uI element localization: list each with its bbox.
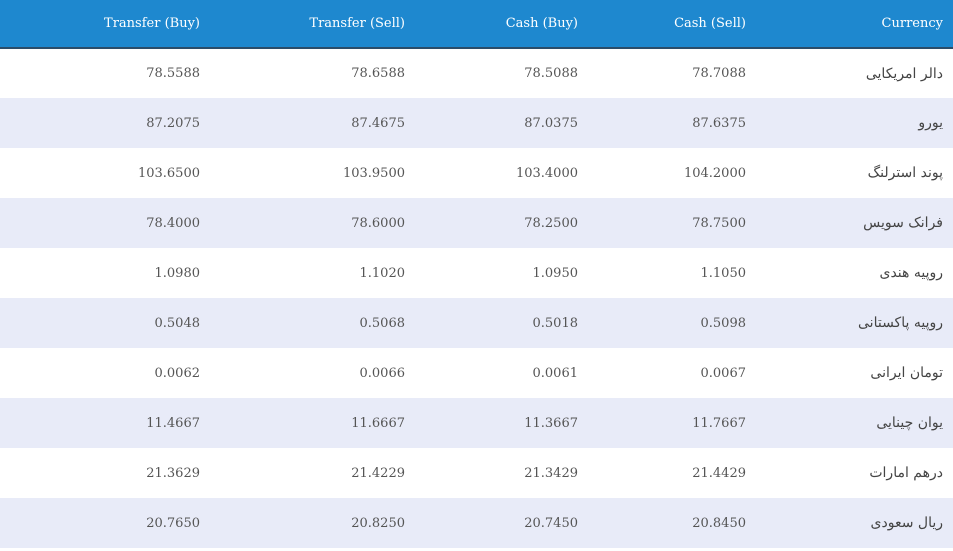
currency-name-cell: روپیه پاکستانی [858, 315, 943, 331]
cash-sell-cell: 0.5098 [700, 315, 747, 331]
header-cash-sell: Cash (Sell) [674, 16, 746, 31]
cash-sell-cell: 87.6375 [692, 115, 746, 131]
cash-sell-cell: 78.7088 [692, 66, 746, 81]
table-row: 0.0062 0.0066 0.0061 0.0067 تومان ایرانی [0, 348, 953, 398]
transfer-sell-cell: 21.4229 [351, 465, 405, 481]
table-row: 78.4000 78.6000 78.2500 78.7500 فرانک سو… [0, 198, 953, 248]
transfer-sell-cell: 20.8250 [351, 515, 405, 531]
header-row: Transfer (Buy) Transfer (Sell) Cash (Buy… [0, 0, 953, 48]
cash-buy-cell: 1.0950 [532, 265, 579, 281]
transfer-sell-cell: 11.6667 [351, 415, 405, 431]
currency-name-cell: روپیه هندی [879, 265, 943, 281]
transfer-sell-cell: 87.4675 [351, 115, 405, 131]
header-transfer-sell: Transfer (Sell) [309, 16, 405, 31]
transfer-sell-cell: 0.5068 [359, 315, 406, 331]
cash-sell-cell: 78.7500 [692, 215, 746, 231]
transfer-buy-cell: 103.6500 [137, 165, 200, 181]
cash-sell-cell: 20.8450 [692, 515, 746, 531]
transfer-buy-cell: 78.5588 [146, 66, 200, 81]
currency-name-cell: یوان چینایی [876, 415, 943, 431]
table-header: Transfer (Buy) Transfer (Sell) Cash (Buy… [0, 0, 953, 48]
currency-name-cell: یورو [918, 115, 943, 131]
table-row: 78.5588 78.6588 78.5088 78.7088 دالر امر… [0, 48, 953, 98]
header-cash-buy: Cash (Buy) [505, 16, 578, 31]
table-row: 1.0980 1.1020 1.0950 1.1050 روپیه هندی [0, 248, 953, 298]
cash-sell-cell: 0.0067 [700, 365, 747, 381]
cash-buy-cell: 0.0061 [532, 365, 579, 381]
cash-sell-cell: 11.7667 [692, 415, 746, 431]
table-row: 20.7650 20.8250 20.7450 20.8450 ریال سعو… [0, 498, 953, 548]
transfer-buy-cell: 1.0980 [154, 265, 201, 281]
header-currency: Currency [881, 16, 943, 31]
cash-buy-cell: 78.2500 [524, 215, 578, 231]
transfer-buy-cell: 21.3629 [146, 465, 200, 481]
transfer-buy-cell: 11.4667 [146, 415, 200, 431]
currency-name-cell: تومان ایرانی [870, 365, 943, 381]
cash-buy-cell: 87.0375 [524, 115, 578, 131]
cash-buy-cell: 21.3429 [524, 465, 578, 481]
header-transfer-buy: Transfer (Buy) [104, 16, 200, 31]
transfer-sell-cell: 103.9500 [342, 165, 405, 181]
cash-sell-cell: 21.4429 [692, 465, 746, 481]
currency-name-cell: درهم امارات [869, 465, 943, 481]
transfer-sell-cell: 78.6000 [351, 215, 405, 231]
table-row: 87.2075 87.4675 87.0375 87.6375 یورو [0, 98, 953, 148]
currency-name-cell: ریال سعودی [870, 515, 943, 531]
transfer-buy-cell: 78.4000 [146, 215, 200, 231]
transfer-sell-cell: 0.0066 [359, 365, 406, 381]
transfer-buy-cell: 87.2075 [146, 115, 200, 131]
table-row: 103.6500 103.9500 103.4000 104.2000 پوند… [0, 148, 953, 198]
transfer-sell-cell: 78.6588 [351, 66, 405, 81]
currency-name-cell: فرانک سویس [863, 215, 943, 231]
currency-name-cell: پوند استرلنگ [867, 165, 943, 181]
cash-buy-cell: 103.4000 [515, 165, 578, 181]
cash-sell-cell: 104.2000 [683, 165, 746, 181]
cash-sell-cell: 1.1050 [700, 265, 747, 281]
cash-buy-cell: 11.3667 [524, 415, 578, 431]
table-row: 21.3629 21.4229 21.3429 21.4429 درهم اما… [0, 448, 953, 498]
cash-buy-cell: 20.7450 [524, 515, 578, 531]
cash-buy-cell: 0.5018 [532, 315, 579, 331]
table-row: 11.4667 11.6667 11.3667 11.7667 یوان چین… [0, 398, 953, 448]
table-body: 78.5588 78.6588 78.5088 78.7088 دالر امر… [0, 48, 953, 548]
transfer-sell-cell: 1.1020 [359, 265, 406, 281]
transfer-buy-cell: 0.0062 [154, 365, 201, 381]
cash-buy-cell: 78.5088 [524, 66, 578, 81]
currency-name-cell: دالر امریکایی [865, 65, 943, 82]
table-row: 0.5048 0.5068 0.5018 0.5098 روپیه پاکستا… [0, 298, 953, 348]
transfer-buy-cell: 20.7650 [146, 515, 200, 531]
transfer-buy-cell: 0.5048 [154, 315, 201, 331]
